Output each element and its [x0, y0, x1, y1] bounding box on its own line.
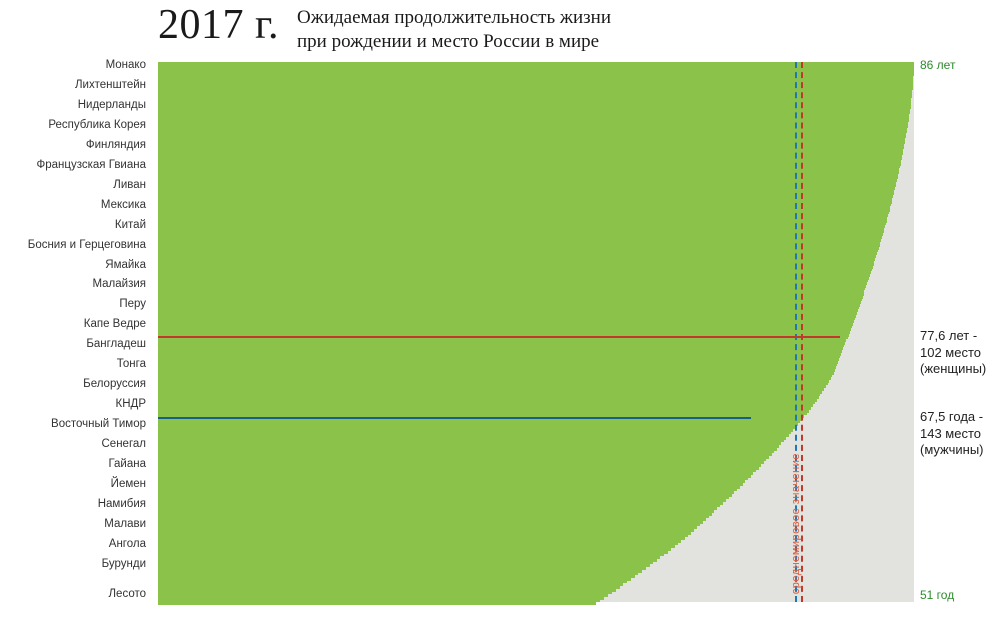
- y-axis-label: Босния и Герцеговина: [28, 239, 146, 251]
- year-label: 2017 г.: [158, 4, 279, 46]
- y-axis-label: Тонга: [117, 358, 146, 370]
- title-line2: при рождении и место России в мире: [297, 31, 599, 52]
- y-axis-label: Нидерланды: [78, 99, 146, 111]
- line-annotation: 77,6 лет - 102 место (женщины): [920, 328, 986, 377]
- y-axis-label: Капе Ведре: [84, 318, 146, 330]
- horizontal-reference-line: [158, 336, 840, 338]
- chart-title: Ожидаемая продолжительность жизни при ро…: [297, 4, 611, 54]
- y-axis-label: Намибия: [98, 498, 146, 510]
- y-axis-label: Белоруссия: [83, 378, 146, 390]
- page: 2017 г. Ожидаемая продолжительность жизн…: [0, 0, 1000, 617]
- y-axis-label: Ангола: [109, 538, 146, 550]
- y-axis-label: Ямайка: [105, 259, 146, 271]
- y-axis-label: КНДР: [116, 398, 146, 410]
- y-axis-label: Йемен: [111, 478, 146, 490]
- line-annotation: 67,5 года - 143 место (мужчины): [920, 409, 984, 458]
- y-axis-label: Монако: [106, 59, 146, 71]
- y-axis-label: Мексика: [101, 199, 146, 211]
- y-axis-label: Сенегал: [102, 438, 147, 450]
- y-axis-label: Малави: [104, 518, 146, 530]
- y-axis-label: Республика Корея: [48, 119, 146, 131]
- bar: [158, 602, 596, 605]
- y-axis-labels: Монако Лихтенштейн Нидерланды Республика Ко…: [0, 62, 152, 602]
- y-axis-label: Малайзия: [92, 278, 146, 290]
- annotation-line2: (мужчины): [920, 442, 984, 457]
- y-axis-label: Финляндия: [86, 139, 146, 151]
- y-axis-label: Китай: [115, 219, 146, 231]
- chart-area: World Health Organization © burckina-new…: [158, 62, 914, 602]
- annotation-line2: (женщины): [920, 361, 986, 376]
- annotation-line1: 67,5 года - 143 место: [920, 409, 983, 440]
- title-line1: Ожидаемая продолжительность жизни: [297, 7, 611, 28]
- y-axis-label: Перу: [119, 298, 146, 310]
- header: 2017 г. Ожидаемая продолжительность жизн…: [158, 4, 988, 54]
- y-axis-label: Восточный Тимор: [51, 418, 146, 430]
- y-axis-label: Бурунди: [102, 558, 146, 570]
- y-axis-label: Гайана: [108, 458, 146, 470]
- world-average-label: среднемировое значение: [790, 453, 802, 594]
- y-axis-label: Французская Гвиана: [37, 159, 146, 171]
- y-axis-label: Ливан: [113, 179, 146, 191]
- horizontal-reference-line: [158, 417, 751, 419]
- min-value-label: 51 год: [920, 588, 954, 602]
- max-value-label: 86 лет: [920, 58, 955, 72]
- y-axis-label: Лихтенштейн: [75, 79, 146, 91]
- annotation-line1: 77,6 лет - 102 место: [920, 328, 981, 359]
- y-axis-label: Лесото: [109, 588, 147, 600]
- y-axis-label: Бангладеш: [86, 338, 146, 350]
